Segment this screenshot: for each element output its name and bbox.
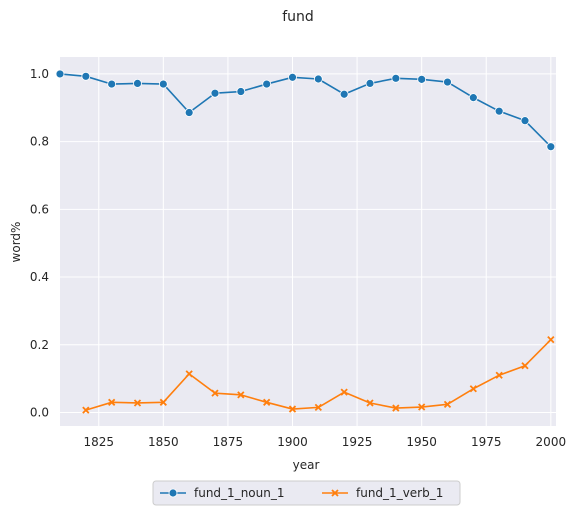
gridlines: [60, 57, 556, 426]
data-point: [520, 116, 530, 126]
x-tick-label: 1925: [342, 435, 373, 449]
data-point: [237, 391, 245, 399]
x-axis-label: year: [293, 458, 320, 472]
legend-item-fund_1_verb_1: fund_1_verb_1: [322, 486, 443, 500]
x-tick-label: 2000: [536, 435, 567, 449]
data-point: [392, 404, 400, 412]
data-point: [443, 77, 452, 87]
data-point: [365, 79, 375, 88]
legend-item-fund_1_noun_1: fund_1_noun_1: [160, 486, 284, 500]
series-layer: [55, 69, 556, 414]
data-point: [314, 403, 322, 412]
data-point: [418, 403, 426, 411]
y-tick-label: 0.8: [30, 135, 49, 149]
data-point: [494, 106, 504, 116]
legend: fund_1_noun_1 fund_1_verb_1: [152, 480, 461, 506]
x-tick-label: 1875: [213, 435, 244, 449]
y-tick-label: 0.2: [30, 338, 49, 352]
data-point: [159, 398, 167, 406]
data-point: [547, 336, 555, 344]
series-fund_1_verb_1: [82, 336, 555, 414]
data-point: [185, 370, 193, 378]
y-tick-label: 1.0: [30, 67, 49, 81]
plot-area: [60, 57, 556, 426]
data-point: [262, 79, 272, 89]
data-point: [391, 73, 401, 83]
data-point: [339, 89, 349, 99]
data-point: [288, 405, 297, 413]
x-tick-label: 1975: [471, 435, 502, 449]
y-tick-label: 0.0: [30, 405, 49, 419]
y-axis-ticks: 0.0 0.2 0.4 0.6 0.8 1.0: [30, 67, 49, 420]
legend-box: [152, 480, 461, 506]
x-tick-label: 1950: [406, 435, 437, 449]
legend-label: fund_1_noun_1: [194, 486, 284, 500]
y-axis-label: word%: [9, 222, 23, 263]
data-point: [82, 406, 90, 414]
data-point: [81, 71, 91, 81]
data-point: [133, 399, 142, 407]
y-tick-label: 0.6: [30, 202, 49, 216]
data-point: [210, 88, 220, 98]
data-point: [107, 79, 117, 89]
data-point: [313, 74, 323, 84]
legend-label: fund_1_verb_1: [356, 486, 443, 500]
x-axis-ticks: 1825 1850 1875 1900 1925 1950 1975 2000: [83, 435, 566, 449]
data-point: [417, 74, 427, 84]
legend-marker: [331, 489, 339, 497]
data-point: [288, 72, 297, 82]
data-point: [108, 398, 116, 406]
data-point: [55, 69, 65, 79]
series-fund_1_noun_1: [55, 69, 556, 152]
data-point: [469, 385, 477, 393]
chart-title: fund: [282, 9, 314, 25]
legend-marker: [168, 488, 178, 498]
data-point: [443, 400, 452, 408]
data-point: [184, 108, 194, 117]
data-point: [546, 142, 556, 152]
data-point: [263, 398, 271, 406]
data-point: [158, 79, 168, 89]
data-point: [366, 399, 374, 407]
data-point: [340, 388, 348, 396]
x-tick-label: 1825: [83, 435, 114, 449]
data-point: [211, 389, 219, 397]
y-tick-label: 0.4: [30, 270, 49, 284]
data-point: [468, 93, 478, 103]
data-point: [133, 79, 142, 88]
x-tick-label: 1850: [148, 435, 179, 449]
data-point: [495, 371, 503, 379]
data-point: [236, 87, 246, 96]
data-point: [521, 362, 529, 370]
x-tick-label: 1900: [277, 435, 308, 449]
